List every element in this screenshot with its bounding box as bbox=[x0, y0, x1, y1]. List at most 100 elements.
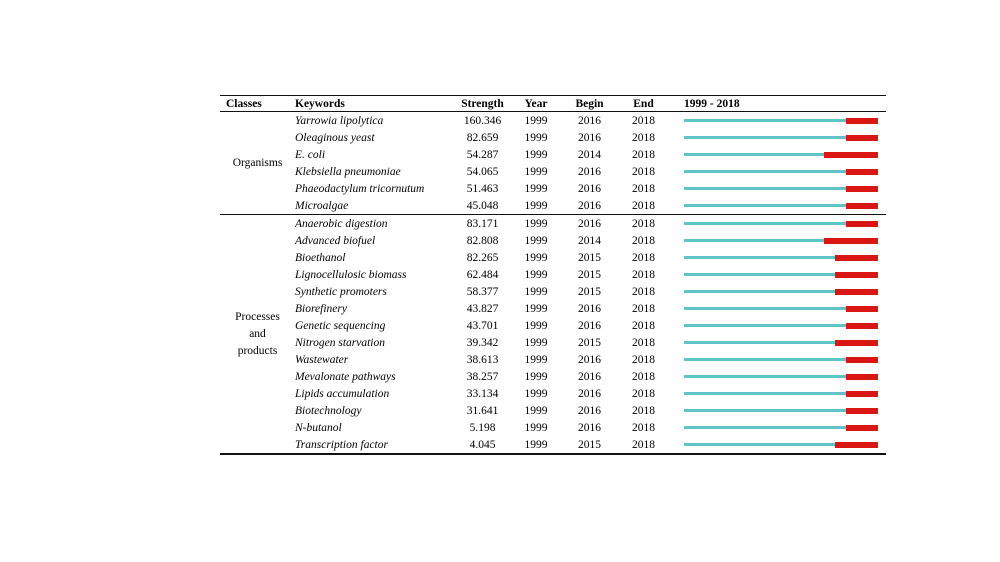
strength-cell: 62.484 bbox=[466, 268, 499, 281]
pre-burst-segment bbox=[684, 256, 835, 259]
begin-cell: 2014 bbox=[578, 148, 601, 161]
year-cell: 1999 bbox=[524, 234, 548, 247]
year-cell: 1999 bbox=[524, 353, 548, 366]
end-cell: 2018 bbox=[632, 336, 655, 349]
keyword-cell: E. coli bbox=[295, 148, 326, 161]
begin-cell: 2016 bbox=[578, 217, 601, 230]
begin-cell: 2016 bbox=[578, 302, 601, 315]
keyword-cell: Yarrowia lipolytica bbox=[295, 114, 384, 127]
table-row: N-butanol 5.198 1999 2016 2018 bbox=[295, 419, 886, 436]
burst-segment bbox=[845, 373, 878, 380]
table-body: Organisms Yarrowia lipolytica 160.346 19… bbox=[220, 112, 886, 453]
strength-cell: 58.377 bbox=[466, 285, 499, 298]
year-cell: 1999 bbox=[524, 251, 548, 264]
burst-segment bbox=[824, 237, 878, 244]
burst-segment bbox=[845, 117, 878, 124]
table-row: Wastewater 38.613 1999 2016 2018 bbox=[295, 351, 886, 368]
timeline-cell bbox=[670, 151, 886, 158]
timeline-cell bbox=[670, 254, 886, 261]
begin-cell: 2016 bbox=[578, 165, 601, 178]
timeline-cell bbox=[670, 237, 886, 244]
timeline-bar bbox=[684, 339, 878, 346]
section-rows: Anaerobic digestion 83.171 1999 2016 201… bbox=[295, 215, 886, 453]
timeline-bar bbox=[684, 271, 878, 278]
table-row: Biorefinery 43.827 1999 2016 2018 bbox=[295, 300, 886, 317]
timeline-bar bbox=[684, 117, 878, 124]
keyword-cell: Advanced biofuel bbox=[295, 234, 376, 247]
timeline-bar bbox=[684, 237, 878, 244]
end-cell: 2018 bbox=[632, 268, 655, 281]
timeline-bar bbox=[684, 356, 878, 363]
keyword-cell: Biotechnology bbox=[295, 404, 362, 417]
end-cell: 2018 bbox=[632, 182, 655, 195]
burst-segment bbox=[834, 288, 878, 295]
timeline-cell bbox=[670, 117, 886, 124]
class-label-line: Organisms bbox=[232, 156, 283, 169]
table-row: Lignocellulosic biomass 62.484 1999 2015… bbox=[295, 266, 886, 283]
pre-burst-segment bbox=[684, 136, 846, 139]
strength-cell: 33.134 bbox=[466, 387, 499, 400]
end-cell: 2018 bbox=[632, 387, 655, 400]
table-row: Phaeodactylum tricornutum 51.463 1999 20… bbox=[295, 180, 886, 197]
class-label-line: Processes bbox=[235, 310, 280, 323]
table-row: Lipids accumulation 33.134 1999 2016 201… bbox=[295, 385, 886, 402]
class-label-line: products bbox=[237, 344, 278, 357]
strength-cell: 54.065 bbox=[466, 165, 499, 178]
timeline-bar bbox=[684, 373, 878, 380]
burst-segment bbox=[834, 441, 878, 448]
timeline-cell bbox=[670, 168, 886, 175]
timeline-cell bbox=[670, 202, 886, 209]
timeline-cell bbox=[670, 373, 886, 380]
begin-cell: 2016 bbox=[578, 319, 601, 332]
strength-cell: 31.641 bbox=[466, 404, 499, 417]
pre-burst-segment bbox=[684, 307, 846, 310]
year-cell: 1999 bbox=[524, 148, 548, 161]
pre-burst-segment bbox=[684, 153, 825, 156]
begin-cell: 2015 bbox=[578, 268, 601, 281]
strength-cell: 39.342 bbox=[466, 336, 499, 349]
begin-cell: 2015 bbox=[578, 285, 601, 298]
strength-cell: 82.808 bbox=[466, 234, 499, 247]
keyword-cell: Nitrogen starvation bbox=[295, 336, 385, 349]
strength-cell: 38.613 bbox=[466, 353, 499, 366]
table-section: Organisms Yarrowia lipolytica 160.346 19… bbox=[220, 112, 886, 214]
timeline-cell bbox=[670, 339, 886, 346]
end-cell: 2018 bbox=[632, 217, 655, 230]
timeline-bar bbox=[684, 305, 878, 312]
timeline-cell bbox=[670, 390, 886, 397]
timeline-bar bbox=[684, 202, 878, 209]
timeline-cell bbox=[670, 288, 886, 295]
year-cell: 1999 bbox=[524, 199, 548, 212]
keyword-cell: Bioethanol bbox=[295, 251, 346, 264]
timeline-bar bbox=[684, 151, 878, 158]
pre-burst-segment bbox=[684, 358, 846, 361]
begin-cell: 2016 bbox=[578, 404, 601, 417]
pre-burst-segment bbox=[684, 119, 846, 122]
begin-cell: 2016 bbox=[578, 421, 601, 434]
table-row: Anaerobic digestion 83.171 1999 2016 201… bbox=[295, 215, 886, 232]
header-keywords: Keywords bbox=[295, 97, 345, 110]
keyword-cell: Wastewater bbox=[295, 353, 349, 366]
table-row: Genetic sequencing 43.701 1999 2016 2018 bbox=[295, 317, 886, 334]
end-cell: 2018 bbox=[632, 131, 655, 144]
pre-burst-segment bbox=[684, 187, 846, 190]
timeline-cell bbox=[670, 424, 886, 431]
header-strength: Strength bbox=[461, 97, 504, 110]
burst-segment bbox=[845, 322, 878, 329]
year-cell: 1999 bbox=[524, 336, 548, 349]
table-row: Microalgae 45.048 1999 2016 2018 bbox=[295, 197, 886, 214]
keyword-cell: Transcription factor bbox=[295, 438, 388, 451]
table-row: Bioethanol 82.265 1999 2015 2018 bbox=[295, 249, 886, 266]
burst-segment bbox=[845, 356, 878, 363]
end-cell: 2018 bbox=[632, 421, 655, 434]
table-row: Klebsiella pneumoniae 54.065 1999 2016 2… bbox=[295, 163, 886, 180]
begin-cell: 2016 bbox=[578, 370, 601, 383]
year-cell: 1999 bbox=[524, 387, 548, 400]
year-cell: 1999 bbox=[524, 421, 548, 434]
pre-burst-segment bbox=[684, 290, 835, 293]
begin-cell: 2016 bbox=[578, 353, 601, 366]
timeline-bar bbox=[684, 168, 878, 175]
keyword-cell: Biorefinery bbox=[295, 302, 347, 315]
section-rows: Yarrowia lipolytica 160.346 1999 2016 20… bbox=[295, 112, 886, 214]
timeline-bar bbox=[684, 220, 878, 227]
